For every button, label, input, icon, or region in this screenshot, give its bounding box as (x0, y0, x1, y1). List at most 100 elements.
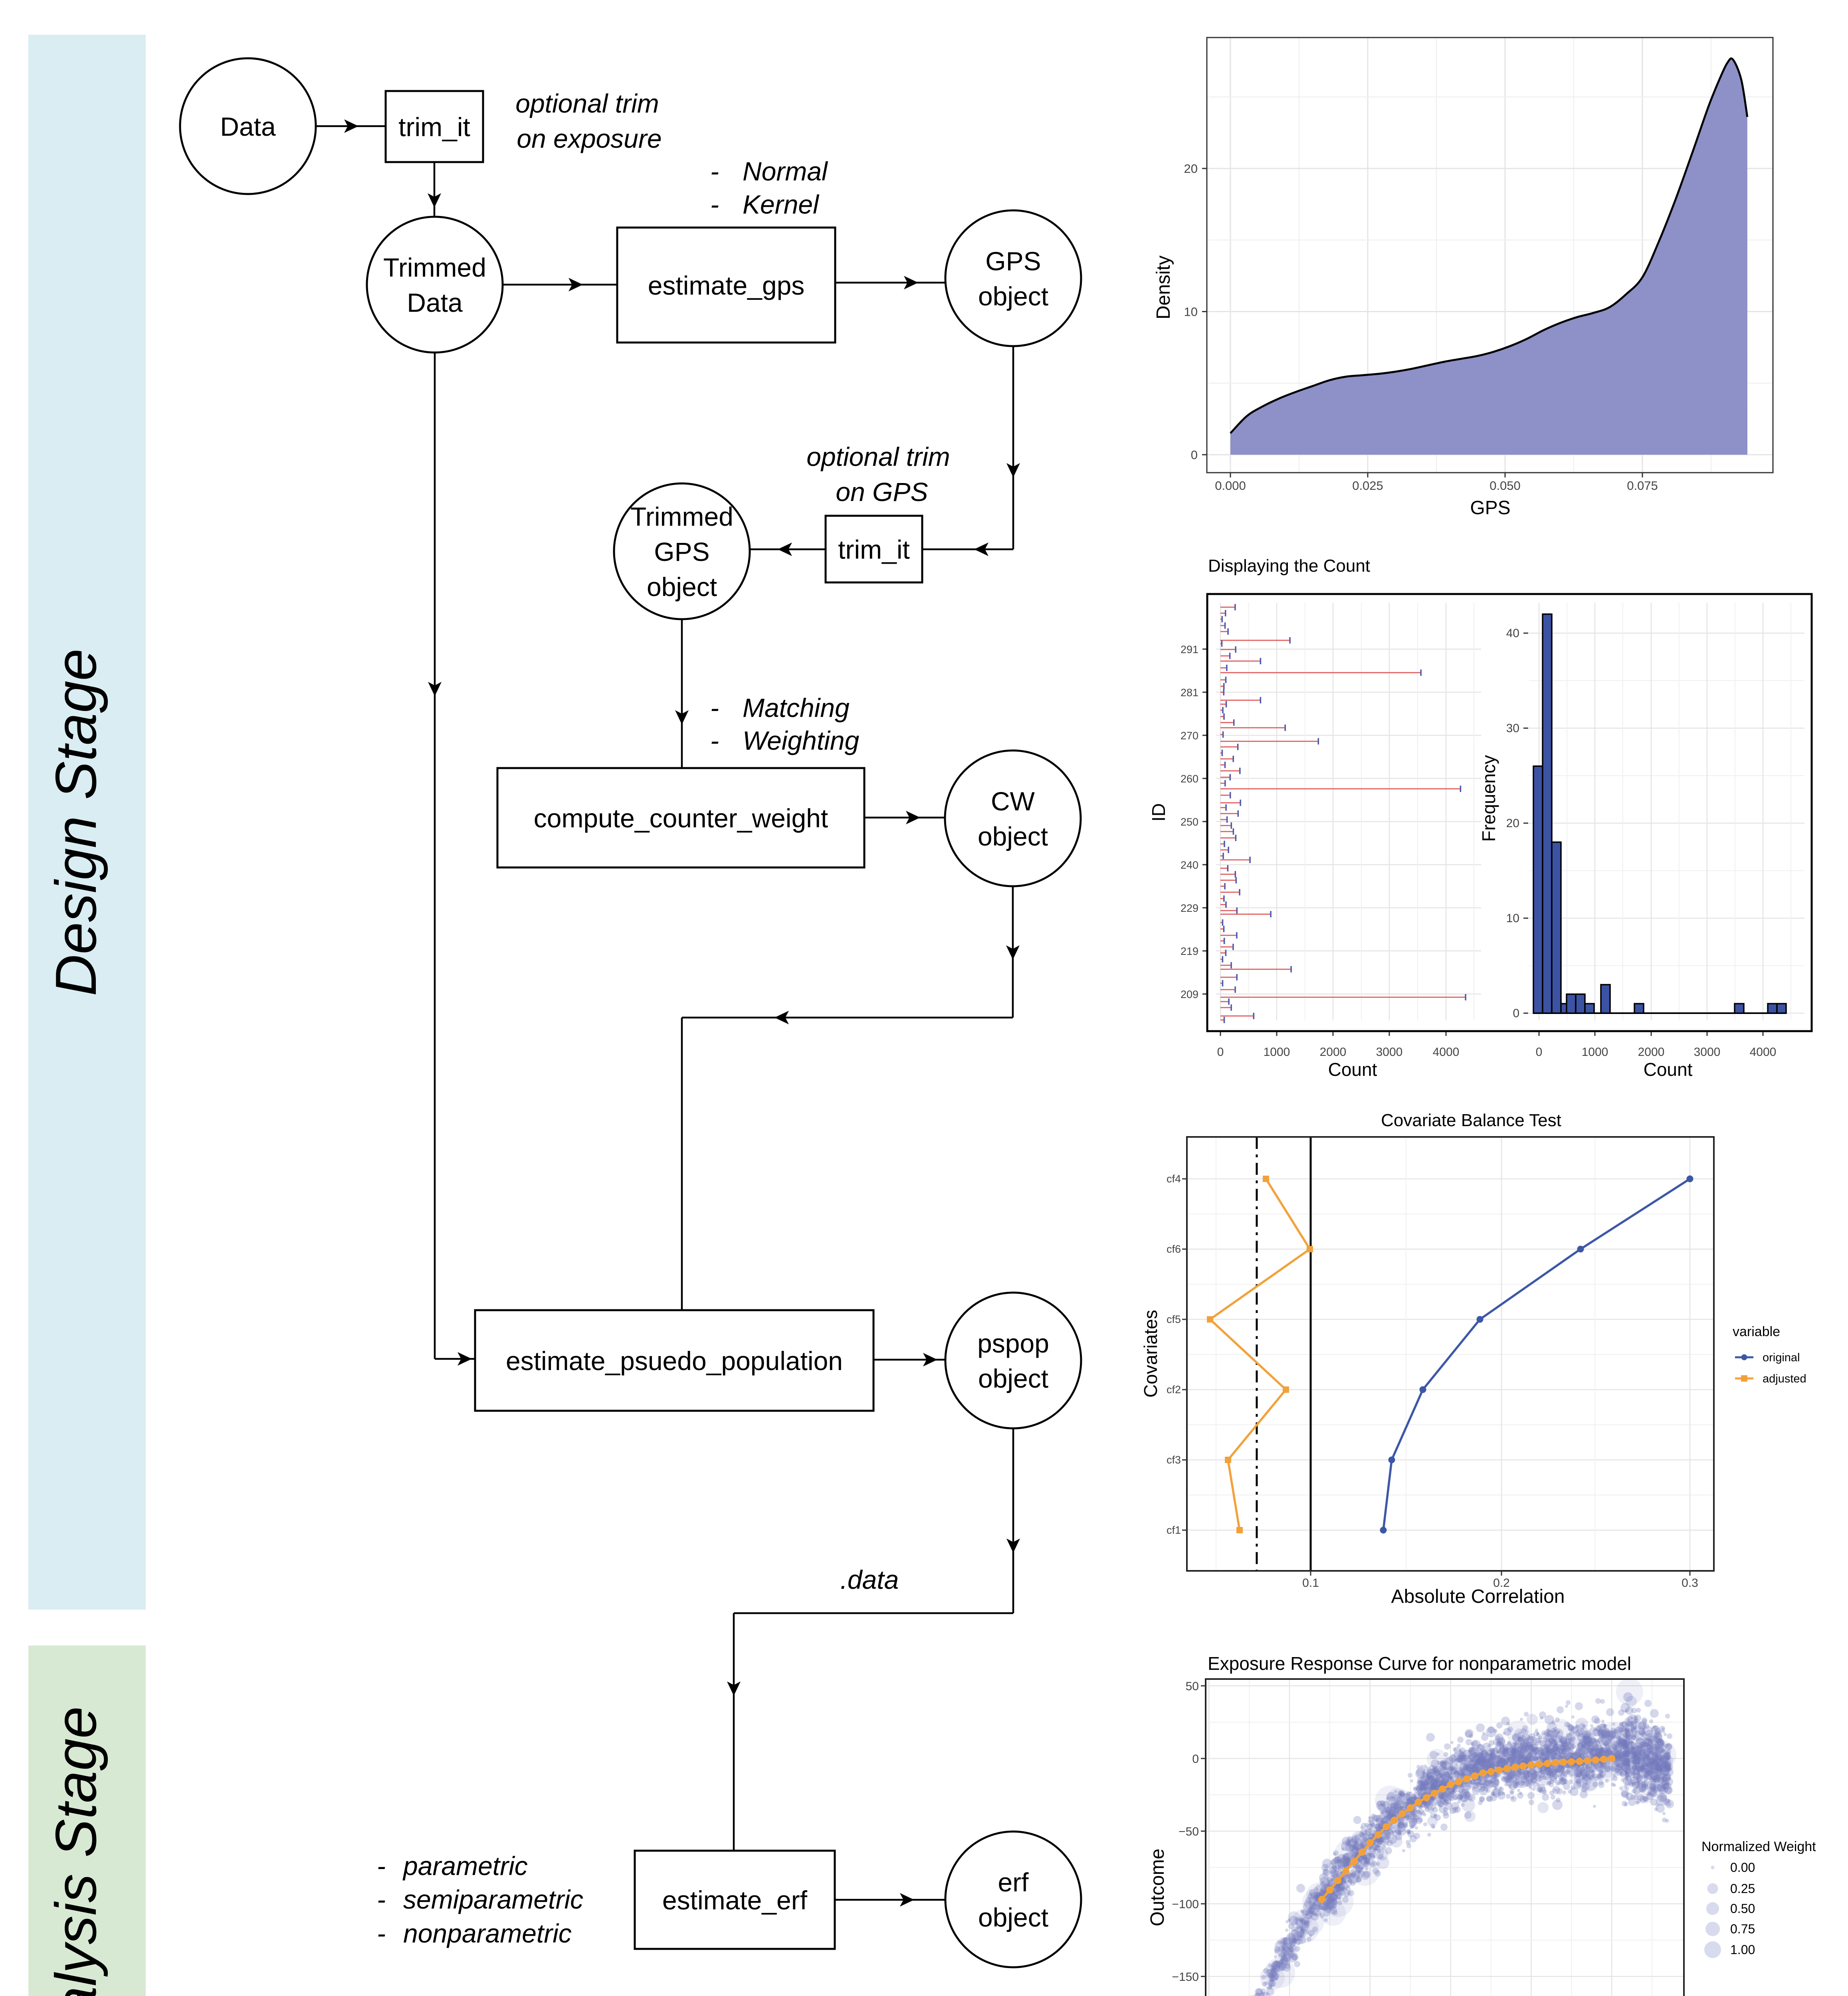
svg-text:Frequency: Frequency (1478, 755, 1499, 842)
svg-text:Covariate Balance Test: Covariate Balance Test (1381, 1111, 1561, 1130)
svg-text:Count: Count (1328, 1059, 1377, 1080)
svg-text:semiparametric: semiparametric (403, 1885, 583, 1914)
svg-text:-: - (710, 693, 719, 723)
svg-text:20: 20 (1184, 162, 1198, 176)
svg-text:1000: 1000 (1264, 1046, 1290, 1059)
svg-text:trim_it: trim_it (838, 535, 910, 564)
svg-text:0.075: 0.075 (1627, 479, 1658, 493)
svg-text:cf2: cf2 (1167, 1384, 1181, 1396)
svg-text:281: 281 (1181, 687, 1198, 699)
svg-text:Displaying the Count: Displaying the Count (1208, 556, 1370, 576)
svg-text:optional trim: optional trim (515, 89, 659, 118)
svg-text:trim_it: trim_it (398, 112, 470, 142)
svg-text:GPS: GPS (985, 246, 1041, 276)
svg-text:estimate_psuedo_population: estimate_psuedo_population (506, 1346, 843, 1376)
svg-text:0.2: 0.2 (1493, 1576, 1510, 1590)
svg-text:−100: −100 (1172, 1898, 1199, 1911)
svg-text:Weighting: Weighting (743, 726, 860, 755)
svg-text:−50: −50 (1179, 1825, 1199, 1838)
svg-text:adjusted: adjusted (1763, 1372, 1806, 1385)
svg-text:Trimmed: Trimmed (383, 253, 486, 282)
svg-text:0: 0 (1191, 448, 1198, 462)
svg-text:variable: variable (1733, 1324, 1780, 1339)
svg-text:10: 10 (1506, 912, 1519, 925)
svg-text:2000: 2000 (1320, 1046, 1347, 1059)
svg-text:2000: 2000 (1638, 1046, 1665, 1059)
svg-text:object: object (978, 1364, 1048, 1393)
svg-text:10: 10 (1184, 305, 1198, 319)
svg-text:291: 291 (1181, 644, 1198, 655)
svg-text:270: 270 (1181, 730, 1198, 742)
svg-text:cf6: cf6 (1167, 1243, 1181, 1255)
svg-text:0: 0 (1536, 1046, 1543, 1059)
svg-text:cf1: cf1 (1167, 1524, 1181, 1536)
svg-text:40: 40 (1506, 627, 1519, 640)
svg-text:4000: 4000 (1433, 1046, 1460, 1059)
svg-text:object: object (978, 1903, 1048, 1932)
svg-text:Exposure Response Curve for no: Exposure Response Curve for nonparametri… (1208, 1653, 1631, 1674)
svg-text:Covariates: Covariates (1140, 1310, 1161, 1398)
svg-text:estimate_erf: estimate_erf (662, 1885, 808, 1915)
svg-text:3000: 3000 (1376, 1046, 1403, 1059)
svg-text:object: object (978, 822, 1048, 851)
svg-text:209: 209 (1181, 988, 1198, 1000)
svg-text:object: object (647, 572, 717, 602)
svg-text:240: 240 (1181, 859, 1198, 871)
svg-text:cf3: cf3 (1167, 1454, 1181, 1466)
svg-text:0.1: 0.1 (1302, 1576, 1319, 1590)
svg-text:50: 50 (1186, 1680, 1199, 1693)
svg-text:object: object (978, 281, 1048, 311)
svg-text:-: - (377, 1851, 386, 1881)
svg-text:on exposure: on exposure (517, 124, 662, 153)
svg-text:GPS: GPS (1470, 497, 1510, 519)
svg-text:1000: 1000 (1582, 1046, 1608, 1059)
svg-text:219: 219 (1181, 945, 1198, 957)
svg-text:−150: −150 (1172, 1970, 1199, 1984)
svg-text:3000: 3000 (1694, 1046, 1721, 1059)
svg-text:pspop: pspop (977, 1329, 1049, 1358)
svg-text:Count: Count (1644, 1059, 1693, 1080)
svg-text:4000: 4000 (1750, 1046, 1777, 1059)
svg-text:0.3: 0.3 (1682, 1576, 1698, 1590)
svg-text:Analysis Stage: Analysis Stage (44, 1706, 108, 1996)
svg-text:Absolute Correlation: Absolute Correlation (1391, 1586, 1565, 1607)
svg-text:0.025: 0.025 (1352, 479, 1383, 493)
svg-text:0.050: 0.050 (1489, 479, 1521, 493)
svg-text:.data: .data (840, 1565, 899, 1594)
svg-text:0.25: 0.25 (1730, 1881, 1755, 1896)
svg-text:Normalized Weight: Normalized Weight (1701, 1839, 1816, 1854)
svg-text:erf: erf (998, 1867, 1029, 1897)
svg-text:Design Stage: Design Stage (44, 649, 108, 996)
svg-text:250: 250 (1181, 816, 1198, 828)
svg-text:0.00: 0.00 (1730, 1860, 1755, 1875)
svg-text:-: - (710, 156, 719, 186)
svg-text:20: 20 (1506, 817, 1519, 830)
svg-text:Trimmed: Trimmed (630, 502, 733, 531)
svg-text:cf4: cf4 (1167, 1173, 1181, 1185)
svg-text:0.000: 0.000 (1215, 479, 1246, 493)
svg-text:Data: Data (407, 288, 463, 317)
svg-text:260: 260 (1181, 773, 1198, 785)
svg-text:Outcome: Outcome (1147, 1849, 1168, 1927)
svg-text:1.00: 1.00 (1730, 1943, 1755, 1957)
svg-text:Normal: Normal (743, 156, 828, 186)
svg-text:-: - (377, 1885, 386, 1914)
svg-text:0: 0 (1513, 1007, 1519, 1020)
svg-text:0.50: 0.50 (1730, 1901, 1755, 1916)
svg-text:Kernel: Kernel (743, 190, 820, 219)
svg-text:Data: Data (220, 112, 276, 141)
svg-text:on GPS: on GPS (836, 477, 928, 507)
svg-text:estimate_gps: estimate_gps (648, 271, 805, 300)
svg-text:optional trim: optional trim (806, 442, 950, 471)
svg-text:0.75: 0.75 (1730, 1922, 1755, 1936)
svg-text:229: 229 (1181, 902, 1198, 914)
svg-text:compute_counter_weight: compute_counter_weight (534, 804, 828, 833)
svg-text:cf5: cf5 (1167, 1313, 1181, 1325)
svg-text:Matching: Matching (743, 693, 850, 723)
svg-text:0: 0 (1192, 1752, 1199, 1766)
svg-text:-: - (710, 726, 719, 755)
svg-text:-: - (377, 1919, 386, 1948)
svg-text:parametric: parametric (402, 1851, 528, 1881)
svg-text:CW: CW (991, 786, 1035, 816)
svg-text:GPS: GPS (654, 537, 709, 566)
